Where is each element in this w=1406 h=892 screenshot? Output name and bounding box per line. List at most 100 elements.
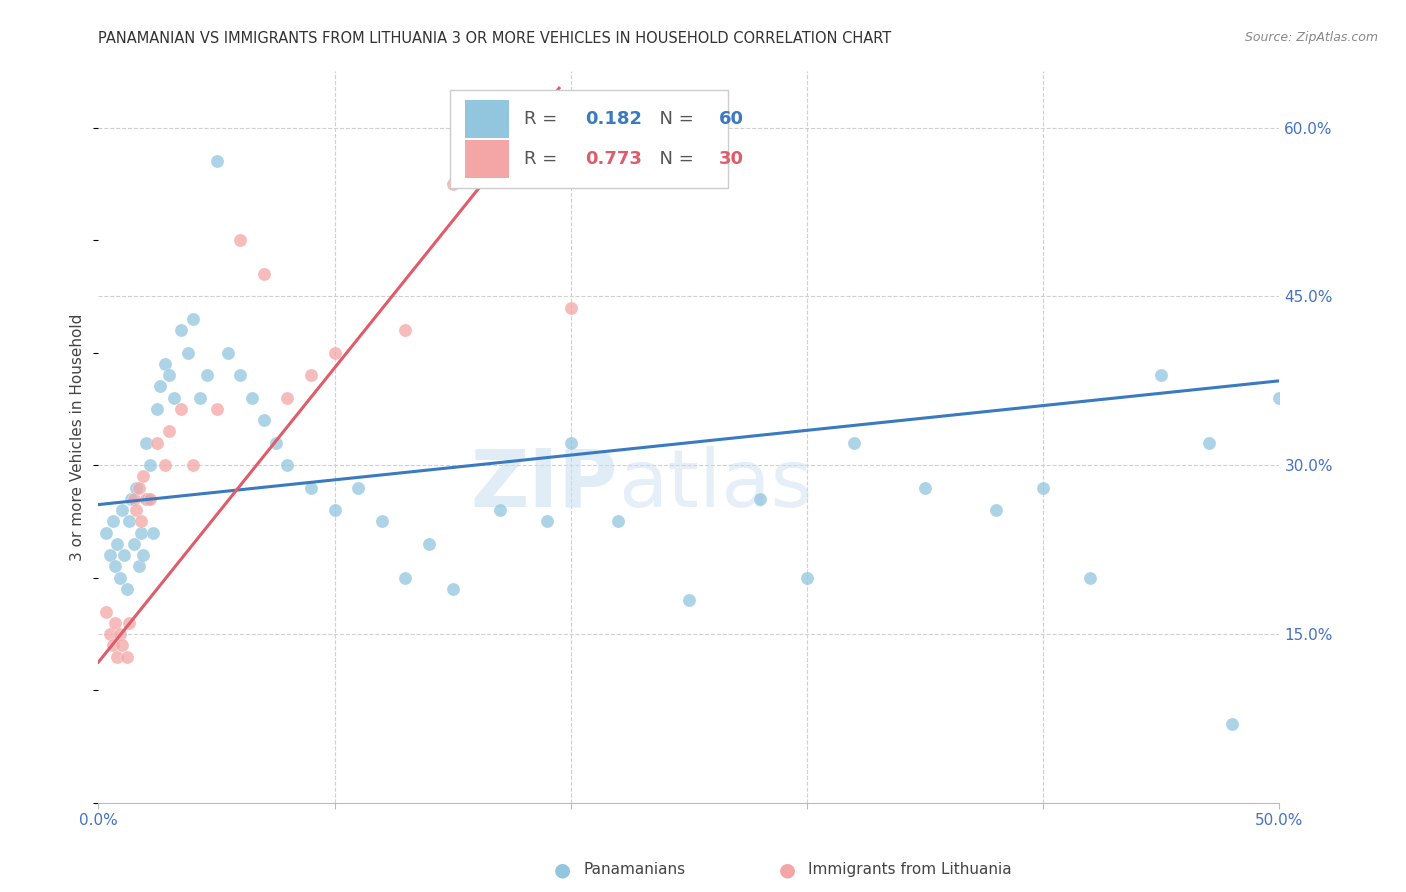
Text: PANAMANIAN VS IMMIGRANTS FROM LITHUANIA 3 OR MORE VEHICLES IN HOUSEHOLD CORRELAT: PANAMANIAN VS IMMIGRANTS FROM LITHUANIA … <box>98 31 891 46</box>
Text: 60: 60 <box>718 110 744 128</box>
Point <box>94 605 117 619</box>
Point <box>441 582 464 596</box>
Point <box>1198 435 1220 450</box>
Point <box>181 312 204 326</box>
Point <box>129 525 152 540</box>
Bar <box>450 89 728 188</box>
Point <box>984 503 1007 517</box>
Point <box>560 435 582 450</box>
Text: ●: ● <box>554 860 571 880</box>
Text: atlas: atlas <box>619 446 813 524</box>
Point <box>844 435 866 450</box>
Point <box>132 548 155 562</box>
Point <box>394 571 416 585</box>
Point <box>229 233 252 247</box>
Point <box>299 481 322 495</box>
Point <box>163 391 186 405</box>
Point <box>560 301 582 315</box>
Point <box>253 267 276 281</box>
Point <box>142 525 165 540</box>
Point <box>98 627 121 641</box>
Point <box>104 615 127 630</box>
Point <box>796 571 818 585</box>
Point <box>149 379 172 393</box>
Point <box>135 435 157 450</box>
Bar <box>464 140 509 178</box>
Point <box>607 515 630 529</box>
Point <box>108 627 131 641</box>
Point <box>139 458 162 473</box>
Point <box>195 368 218 383</box>
Text: R =: R = <box>523 150 562 168</box>
Point <box>139 491 162 506</box>
Text: N =: N = <box>648 150 699 168</box>
Point <box>153 458 176 473</box>
Text: 30: 30 <box>718 150 744 168</box>
Point <box>418 537 440 551</box>
Point <box>394 323 416 337</box>
Point <box>299 368 322 383</box>
Point <box>253 413 276 427</box>
Text: ZIP: ZIP <box>471 446 619 524</box>
Point <box>94 525 117 540</box>
Text: N =: N = <box>648 110 699 128</box>
Point <box>104 559 127 574</box>
Point <box>914 481 936 495</box>
Point <box>136 491 159 506</box>
Point <box>115 649 138 664</box>
Point <box>108 571 131 585</box>
Point <box>98 548 121 562</box>
Point <box>748 491 770 506</box>
Point <box>118 515 141 529</box>
Text: Panamanians: Panamanians <box>583 863 686 877</box>
Text: ●: ● <box>779 860 796 880</box>
Point <box>1220 717 1243 731</box>
Y-axis label: 3 or more Vehicles in Household: 3 or more Vehicles in Household <box>70 313 86 561</box>
Point <box>177 345 200 359</box>
Point <box>264 435 287 450</box>
Point <box>122 537 145 551</box>
Point <box>181 458 204 473</box>
Point <box>205 154 228 169</box>
Point <box>1032 481 1054 495</box>
Point <box>111 638 134 652</box>
Point <box>132 469 155 483</box>
Point <box>128 481 150 495</box>
Point <box>115 582 138 596</box>
Point <box>276 458 298 473</box>
Text: R =: R = <box>523 110 562 128</box>
Point <box>105 537 128 551</box>
Point <box>146 401 169 416</box>
Point <box>1268 391 1291 405</box>
Point <box>121 491 143 506</box>
Point <box>101 515 124 529</box>
Point <box>125 481 148 495</box>
Point <box>347 481 370 495</box>
Point <box>441 177 464 191</box>
Point <box>111 503 134 517</box>
Point <box>678 593 700 607</box>
Point <box>101 638 124 652</box>
Point <box>536 515 558 529</box>
Point <box>276 391 298 405</box>
Point <box>135 491 157 506</box>
Text: 0.773: 0.773 <box>585 150 643 168</box>
Text: Immigrants from Lithuania: Immigrants from Lithuania <box>808 863 1012 877</box>
Point <box>1080 571 1102 585</box>
Point <box>129 515 152 529</box>
Point <box>205 401 228 416</box>
Point <box>323 503 346 517</box>
Point <box>122 491 145 506</box>
Point <box>371 515 394 529</box>
Bar <box>464 100 509 138</box>
Point <box>105 649 128 664</box>
Point <box>323 345 346 359</box>
Point <box>112 548 135 562</box>
Point <box>1150 368 1173 383</box>
Point <box>146 435 169 450</box>
Point <box>489 503 512 517</box>
Text: Source: ZipAtlas.com: Source: ZipAtlas.com <box>1244 31 1378 45</box>
Point <box>240 391 263 405</box>
Point <box>128 559 150 574</box>
Point <box>118 615 141 630</box>
